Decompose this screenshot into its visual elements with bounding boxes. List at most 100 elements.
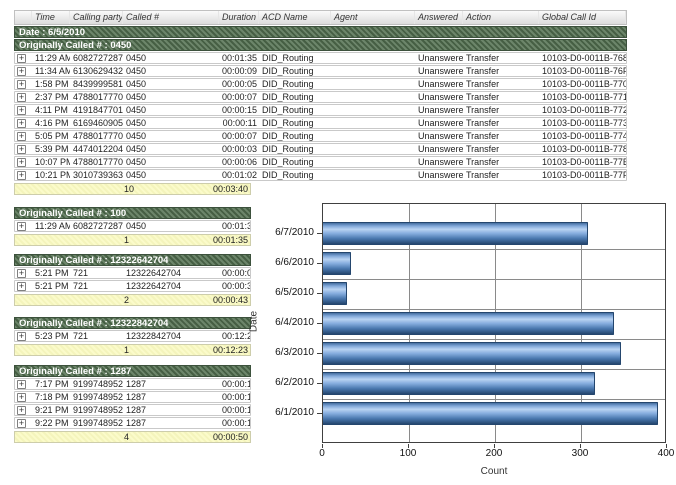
cell-gcid: 10103-D0-0011B-768 (542, 53, 626, 63)
cell-action: Transfer (466, 157, 500, 167)
cell-acd: DID_Routing (262, 144, 314, 154)
expand-icon[interactable]: + (17, 79, 26, 89)
cell-answered: Unanswered (418, 53, 463, 63)
call-detail-table: Time Calling party # Called # Duration A… (14, 10, 627, 195)
cell-gcid: 10103-D0-0011B-778 (542, 144, 626, 154)
cell-gcid: 10103-D0-0011B-773 (542, 118, 626, 128)
cell-calling: 4474012204 (73, 144, 123, 154)
expand-icon[interactable]: + (17, 221, 26, 231)
called-group-band: Originally Called # : 100 (14, 207, 251, 219)
cell-called: 1287 (126, 379, 147, 389)
summary-count: 1 (123, 235, 129, 245)
col-header-answered[interactable]: Answered (415, 11, 463, 24)
summary-duration: 00:00:43 (212, 295, 248, 305)
expand-icon[interactable]: + (17, 157, 26, 167)
expand-icon[interactable]: + (17, 131, 26, 141)
cell-acd: DID_Routing (262, 53, 314, 63)
cell-acd: DID_Routing (262, 92, 314, 102)
group-summary-row: 1 00:01:35 (14, 234, 251, 246)
cell-duration: 00:00:12 (222, 392, 250, 402)
cell-called: 1287 (126, 405, 147, 415)
y-axis-tick-label: 6/6/2010 (275, 257, 314, 268)
cell-time: 7:18 PM (35, 392, 69, 402)
cell-called: 1287 (126, 418, 147, 428)
col-header-duration[interactable]: Duration (219, 11, 259, 24)
cell-calling: 721 (73, 331, 89, 341)
cell-gcid: 10103-D0-0011B-77F (542, 170, 626, 180)
cell-duration: 00:00:13 (222, 379, 250, 389)
cell-calling: 721 (73, 268, 89, 278)
cell-called: 12322642704 (126, 281, 182, 291)
expand-icon[interactable]: + (17, 281, 26, 291)
cell-duration: 00:00:03 (222, 144, 258, 154)
group-table-12322642704: Originally Called # : 12322642704 +5:21 … (14, 254, 251, 306)
col-header-called[interactable]: Called # (123, 11, 219, 24)
col-header-calling-party[interactable]: Calling party # (70, 11, 123, 24)
band-gridline (323, 399, 665, 400)
expand-icon[interactable]: + (17, 418, 26, 428)
group-table-12322842704: Originally Called # : 12322842704 +5:23 … (14, 317, 251, 356)
col-header-action[interactable]: Action (463, 11, 539, 24)
cell-answered: Unanswered (418, 170, 463, 180)
expand-icon[interactable]: + (17, 392, 26, 402)
table-row: +11:34 AM 6130629432 0450 00:00:09 DID_Routi… (14, 65, 627, 77)
expand-icon[interactable]: + (17, 53, 26, 63)
expand-icon[interactable]: + (17, 331, 26, 341)
cell-duration: 00:00:34 (222, 281, 250, 291)
expand-icon[interactable]: + (17, 170, 26, 180)
chart-bar[interactable] (323, 252, 352, 275)
col-header-agent[interactable]: Agent (331, 11, 415, 24)
table-row: +4:16 PM 6169460905 0450 00:00:11 DID_Routin… (14, 117, 627, 129)
chart-bar[interactable] (323, 372, 595, 395)
expand-icon[interactable]: + (17, 118, 26, 128)
cell-duration: 00:00:09 (222, 66, 258, 76)
x-tick-mark (322, 444, 323, 448)
expand-icon[interactable]: + (17, 268, 26, 278)
chart-bar[interactable] (323, 342, 621, 365)
cell-answered: Unanswered (418, 105, 463, 115)
cell-answered: Unanswered (418, 131, 463, 141)
chart-bar[interactable] (323, 282, 347, 305)
expand-icon[interactable]: + (17, 405, 26, 415)
cell-gcid: 10103-D0-0011B-76F (542, 66, 626, 76)
col-header-acd-name[interactable]: ACD Name (259, 11, 331, 24)
x-axis-tick-label: 0 (319, 448, 325, 459)
date-group-band: Date : 6/5/2010 (14, 26, 627, 38)
col-header-time[interactable]: Time (32, 11, 70, 24)
col-header-global-call-id[interactable]: Global Call Id (539, 11, 626, 24)
x-tick-mark (408, 444, 409, 448)
expand-icon[interactable]: + (17, 66, 26, 76)
cell-gcid: 10103-D0-0011B-77E (542, 157, 626, 167)
chart-bar[interactable] (323, 222, 589, 245)
cell-time: 4:16 PM (35, 118, 69, 128)
y-tick-mark (317, 233, 322, 234)
called-group-band: Originally Called # : 12322842704 (14, 317, 251, 329)
cell-calling: 4191847701 (73, 105, 123, 115)
summary-duration: 00:01:35 (212, 235, 248, 245)
x-tick-mark (494, 444, 495, 448)
x-axis-tick-label: 400 (657, 448, 675, 459)
summary-duration: 00:03:40 (212, 184, 248, 194)
table-row: +5:23 PM 721 12322842704 00:12:23 (14, 330, 251, 342)
cell-calling: 6169460905 (73, 118, 123, 128)
summary-count: 1 (123, 345, 129, 355)
table-header-row: Time Calling party # Called # Duration A… (14, 10, 627, 25)
cell-answered: Unanswered (418, 157, 463, 167)
chart-bar[interactable] (323, 402, 659, 425)
expand-icon[interactable]: + (17, 105, 26, 115)
chart-bar[interactable] (323, 312, 614, 335)
cell-action: Transfer (466, 118, 500, 128)
cell-duration: 00:00:11 (222, 118, 257, 128)
expand-icon[interactable]: + (17, 92, 26, 102)
expand-icon[interactable]: + (17, 144, 26, 154)
y-tick-mark (317, 353, 322, 354)
expand-icon[interactable]: + (17, 379, 26, 389)
cell-acd: DID_Routing (262, 66, 314, 76)
cell-time: 4:11 PM (35, 105, 68, 115)
cell-called: 0450 (126, 92, 147, 102)
table-row: +10:21 PM 3010739363 0450 00:01:02 DID_Routi… (14, 169, 627, 181)
summary-duration: 00:00:50 (212, 432, 248, 442)
